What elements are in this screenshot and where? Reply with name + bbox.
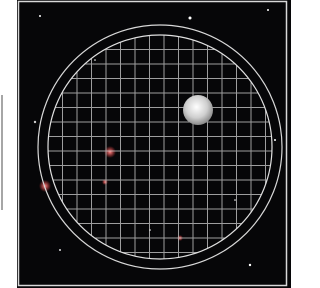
- star: [189, 17, 192, 20]
- star: [274, 139, 276, 141]
- star: [34, 121, 36, 123]
- page: (() => { JSON.parse(document.getElementB…: [0, 0, 291, 288]
- star: [267, 9, 269, 11]
- star: [59, 249, 61, 251]
- sky-background: [17, 0, 291, 288]
- star: [39, 15, 41, 17]
- star: [249, 264, 251, 266]
- screenshot: [0, 0, 291, 288]
- star: [234, 199, 236, 201]
- moon: [183, 95, 213, 125]
- star: [94, 59, 96, 61]
